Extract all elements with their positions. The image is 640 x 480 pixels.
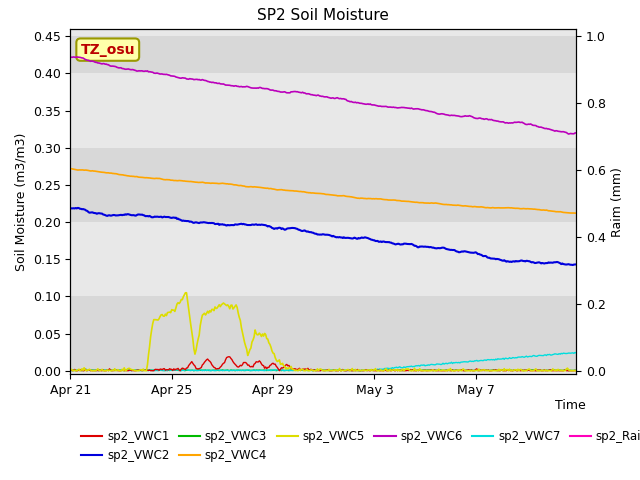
Bar — [70, 296, 576, 371]
Title: SP2 Soil Moisture: SP2 Soil Moisture — [257, 9, 389, 24]
Legend: sp2_VWC1, sp2_VWC2, sp2_VWC3, sp2_VWC4, sp2_VWC5, sp2_VWC6, sp2_VWC7, sp2_Rain: sp2_VWC1, sp2_VWC2, sp2_VWC3, sp2_VWC4, … — [76, 425, 640, 467]
Y-axis label: Raim (mm): Raim (mm) — [611, 167, 624, 237]
Bar — [70, 73, 576, 148]
Bar — [70, 148, 576, 222]
Y-axis label: Soil Moisture (m3/m3): Soil Moisture (m3/m3) — [14, 132, 27, 271]
Text: TZ_osu: TZ_osu — [81, 43, 135, 57]
Bar — [70, 36, 576, 73]
Bar — [70, 222, 576, 296]
X-axis label: Time: Time — [556, 398, 586, 411]
